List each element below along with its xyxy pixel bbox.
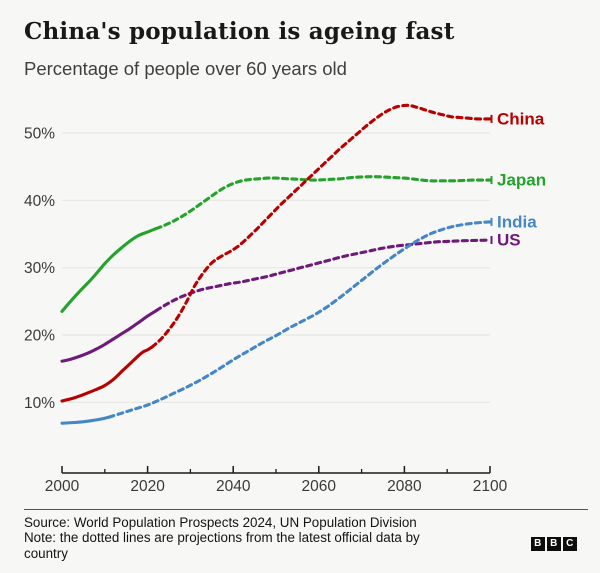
y-tick-label: 40%	[24, 193, 55, 210]
series-label-japan: Japan	[497, 171, 546, 190]
x-tick-label: 2080	[387, 478, 422, 495]
series-line-solid	[60, 309, 158, 363]
note-line-2: country	[24, 545, 68, 561]
series-label-india: India	[497, 212, 537, 231]
y-tick-label: 20%	[24, 328, 55, 345]
series-us: US	[60, 231, 521, 363]
series-line-solid	[60, 227, 158, 313]
x-tick-label: 2060	[302, 478, 337, 495]
bbc-logo-letter: C	[563, 537, 577, 551]
source-line: Source: World Population Prospects 2024,…	[24, 515, 417, 530]
footer-divider	[24, 509, 588, 510]
series-japan: Japan	[60, 171, 546, 313]
gridlines	[62, 132, 490, 403]
chart-subtitle: Percentage of people over 60 years old	[24, 58, 347, 79]
series-line-projection	[107, 220, 492, 419]
series-line-solid	[60, 415, 111, 425]
page-title: China's population is ageing fast	[24, 18, 455, 45]
series-india: India	[60, 212, 537, 425]
y-tick-label: 30%	[24, 260, 55, 277]
x-tick-label: 2000	[45, 478, 80, 495]
bbc-logo: B B C	[531, 537, 577, 551]
series-line-projection	[154, 238, 492, 313]
y-axis-labels: 10% 20% 30% 40% 50%	[24, 126, 55, 412]
y-tick-label: 10%	[24, 395, 55, 412]
footer-notes: Source: World Population Prospects 2024,…	[24, 515, 484, 561]
x-tick-label: 2020	[130, 478, 165, 495]
series-label-china: China	[497, 109, 545, 128]
x-tick-label: 2100	[473, 478, 508, 495]
series-china: China	[60, 103, 545, 403]
series-label-us: US	[497, 231, 521, 250]
y-tick-label: 50%	[24, 126, 55, 143]
note-line-1: Note: the dotted lines are projections f…	[24, 530, 420, 546]
x-axis: 2000 2020 2040 2060 2080 2100	[45, 466, 508, 495]
bbc-logo-letter: B	[531, 537, 545, 551]
x-tick-label: 2040	[216, 478, 251, 495]
population-line-chart: 10% 20% 30% 40% 50% 2000 2020 2040 2060 2080 2100 U…	[24, 103, 546, 495]
series-line-solid	[60, 345, 154, 403]
bbc-logo-letter: B	[547, 537, 561, 551]
series-line-projection	[150, 103, 492, 349]
series-line-projection	[154, 175, 492, 231]
